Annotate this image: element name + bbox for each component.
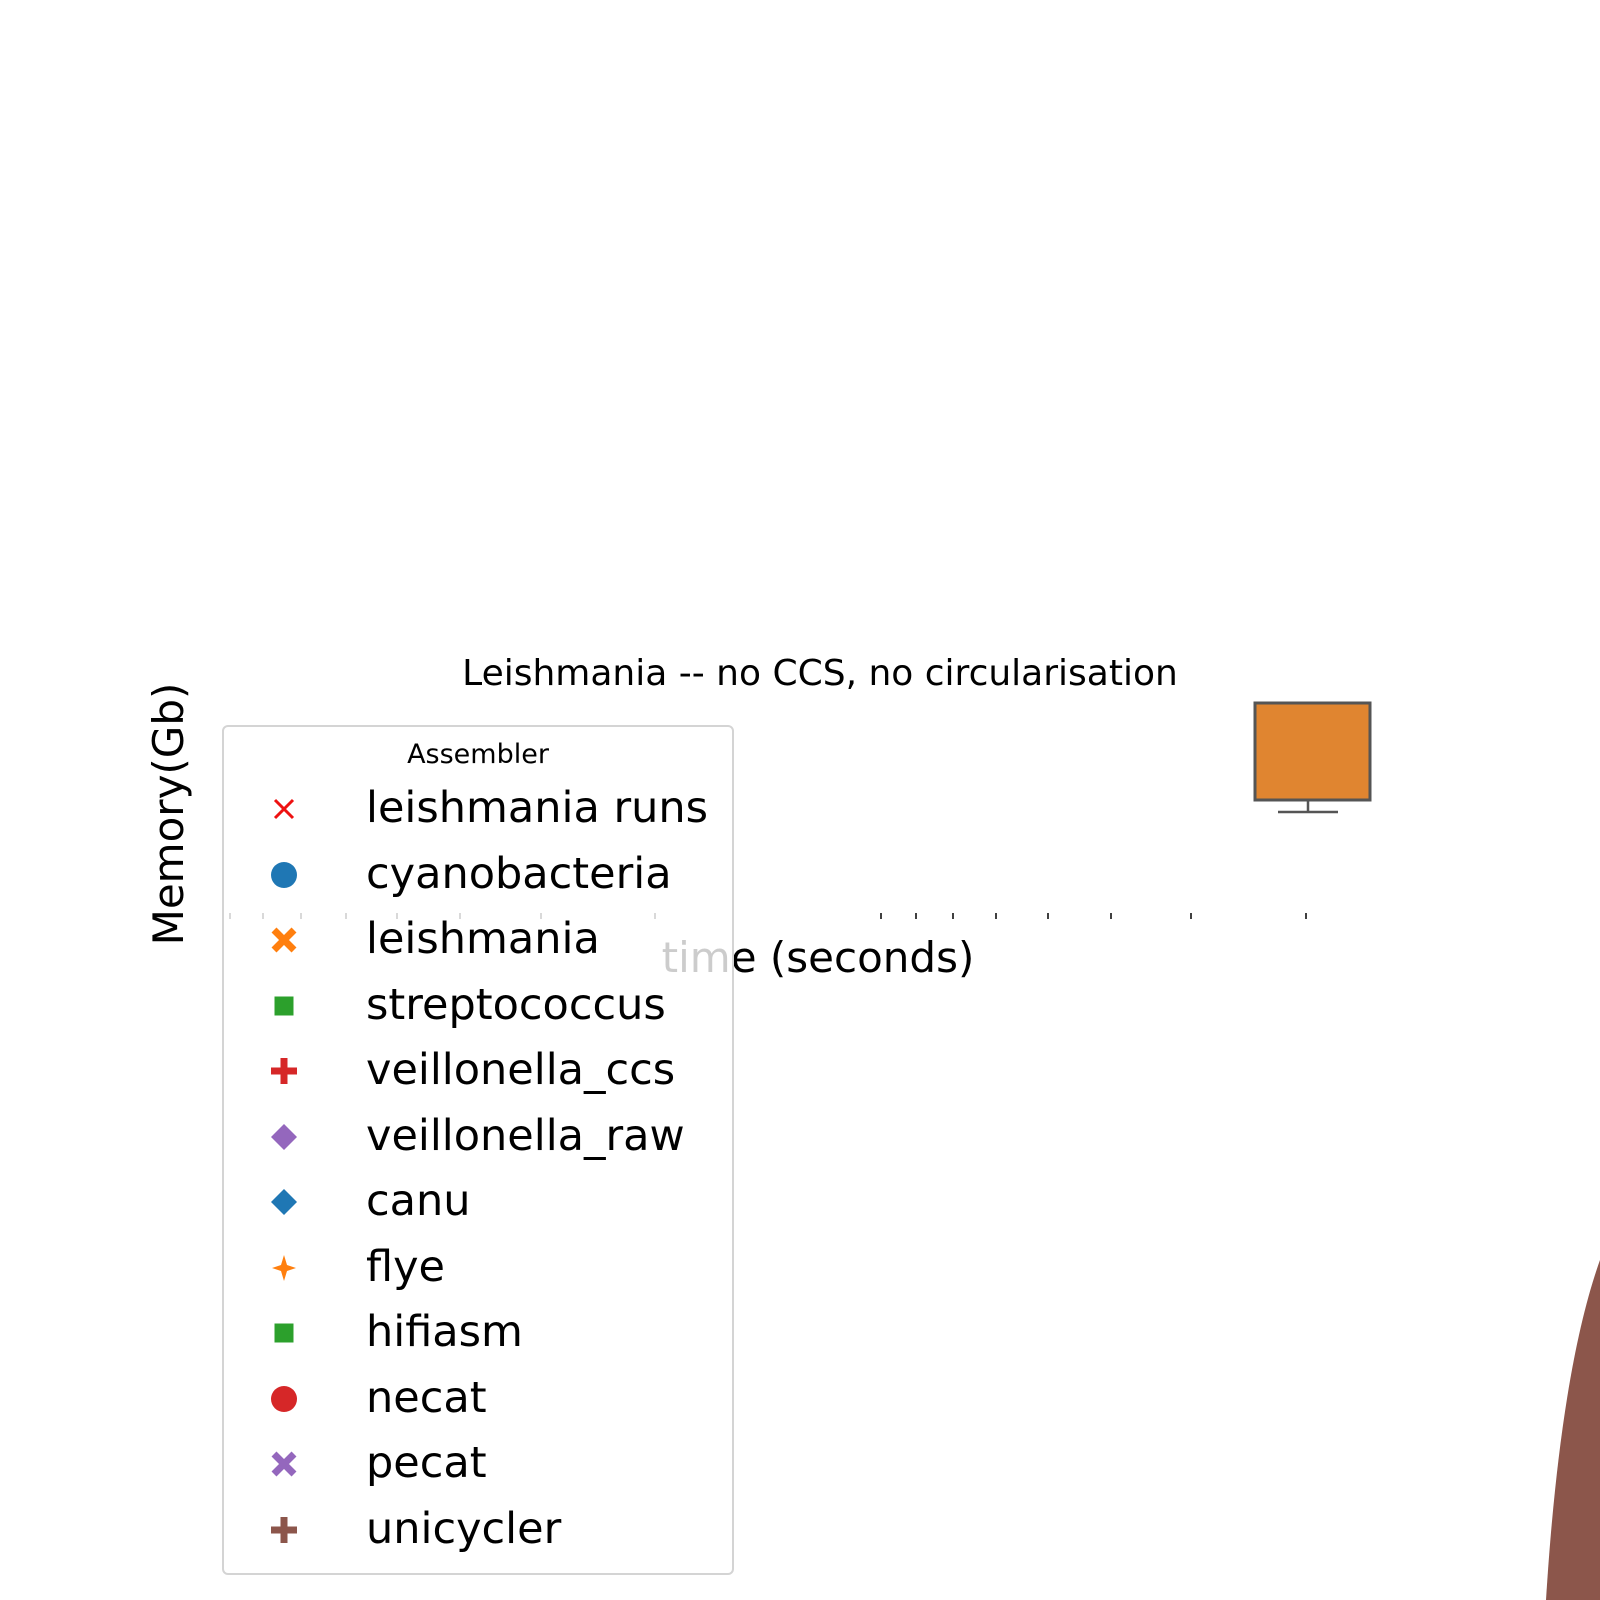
plus-marker-icon bbox=[264, 1051, 304, 1091]
legend-item: unicycler bbox=[224, 1500, 732, 1560]
star-marker-icon bbox=[264, 1248, 304, 1288]
legend-label: unicycler bbox=[366, 1503, 562, 1554]
legend-label: veillonella_ccs bbox=[366, 1045, 676, 1095]
legend-label: veillonella_raw bbox=[366, 1110, 685, 1161]
legend-item: leishmania runs bbox=[224, 779, 732, 839]
legend-label: pecat bbox=[366, 1438, 487, 1488]
legend-item: canu bbox=[224, 1172, 732, 1232]
legend-item: veillonella_ccs bbox=[224, 1041, 732, 1101]
legend-item: necat bbox=[224, 1369, 732, 1429]
legend-item: streptococcus bbox=[224, 976, 732, 1036]
legend-title: Assembler bbox=[407, 739, 549, 770]
thick-x-marker-icon bbox=[264, 920, 304, 960]
boxplot-box bbox=[1253, 701, 1372, 802]
diamond-marker-icon bbox=[264, 1182, 304, 1222]
legend-label: leishmania bbox=[366, 914, 600, 964]
legend-label: necat bbox=[366, 1372, 487, 1423]
diamond-marker-icon bbox=[264, 1117, 304, 1157]
circle-marker-icon bbox=[264, 1379, 304, 1419]
legend-item: cyanobacteria bbox=[224, 845, 732, 905]
square-marker-icon bbox=[264, 986, 304, 1026]
circle-marker-icon bbox=[264, 855, 304, 895]
x-marker-icon bbox=[264, 789, 304, 829]
legend-label: hifiasm bbox=[366, 1307, 523, 1357]
thick-x-marker-icon bbox=[264, 1444, 304, 1484]
legend: Assembler leishmania runs cyanobacteria le… bbox=[222, 725, 734, 1575]
chart-title: Leishmania -- no CCS, no circularisation bbox=[462, 653, 1178, 694]
boxplot bbox=[1253, 701, 1372, 814]
legend-label: cyanobacteria bbox=[366, 848, 672, 899]
legend-item: hifiasm bbox=[224, 1303, 732, 1363]
y-axis-label: Memory(Gb) bbox=[144, 683, 193, 946]
legend-label: canu bbox=[366, 1176, 471, 1226]
legend-label: streptococcus bbox=[366, 979, 666, 1030]
violin-shape bbox=[1546, 1260, 1600, 1600]
square-marker-icon bbox=[264, 1313, 304, 1353]
legend-item: flye bbox=[224, 1238, 732, 1298]
legend-label: leishmania runs bbox=[366, 783, 709, 833]
legend-label: flye bbox=[366, 1241, 445, 1292]
legend-item: leishmania bbox=[224, 910, 732, 970]
legend-item: pecat bbox=[224, 1434, 732, 1494]
legend-item: veillonella_raw bbox=[224, 1107, 732, 1167]
plus-marker-icon bbox=[264, 1510, 304, 1550]
